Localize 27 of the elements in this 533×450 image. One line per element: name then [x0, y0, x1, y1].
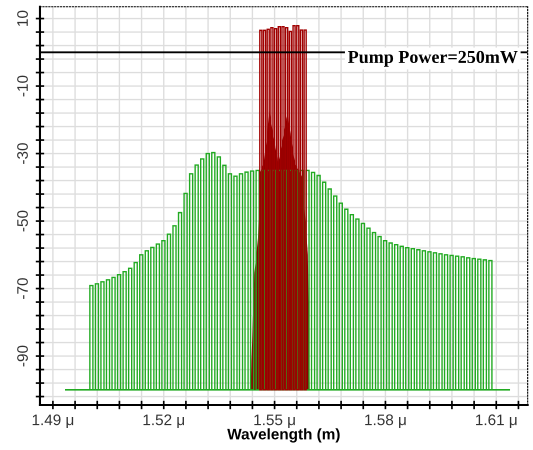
bar	[283, 170, 288, 391]
y-tick-label: -30	[17, 143, 28, 164]
bar	[270, 26, 274, 391]
bar	[292, 24, 296, 391]
y-tick-label: -70	[17, 278, 28, 299]
bar	[296, 24, 300, 391]
bar	[266, 28, 270, 391]
x-tick-label: 1.49 μ	[32, 414, 74, 428]
x-tick-label: 1.58 μ	[365, 414, 406, 428]
y-tick-label: 10	[17, 10, 28, 26]
bar	[274, 28, 278, 391]
bar	[259, 30, 263, 391]
bar	[303, 29, 307, 391]
bar	[300, 29, 304, 391]
y-tick-label: -10	[17, 76, 28, 96]
bar	[294, 170, 299, 391]
bar	[281, 26, 285, 391]
y-tick-label: -50	[17, 210, 28, 232]
bar	[278, 26, 282, 391]
annotation: Pump Power=250mW	[348, 50, 518, 67]
x-tick-label: 1.55 μ	[254, 414, 295, 428]
bar	[284, 26, 288, 391]
x-tick-label: 1.61 μ	[476, 414, 517, 428]
bar	[262, 30, 266, 391]
x-tick-label: 1.52 μ	[144, 414, 184, 428]
y-tick-label: -90	[17, 346, 28, 366]
x-axis-title: Wavelength (m)	[227, 428, 340, 443]
